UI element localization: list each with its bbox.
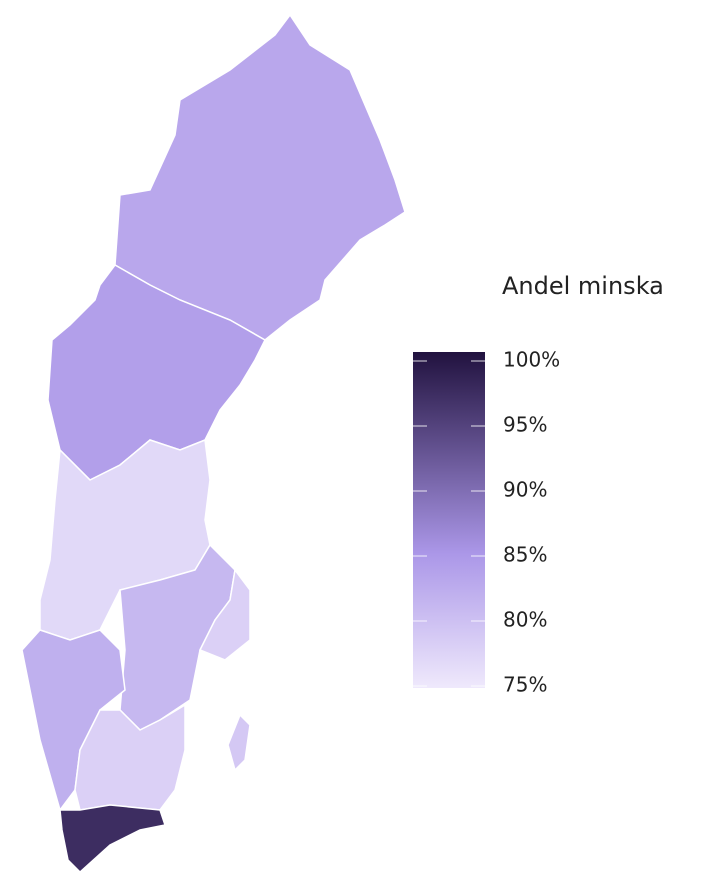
- colorbar-label: 100%: [503, 348, 560, 372]
- region: [59, 804, 166, 874]
- colorbar-label: 90%: [503, 478, 547, 502]
- region: [227, 713, 251, 772]
- colorbar-label: 95%: [503, 413, 547, 437]
- colorbar: [413, 352, 485, 688]
- colorbar-label: 85%: [503, 543, 547, 567]
- region: [74, 703, 186, 811]
- colorbar-label: 80%: [503, 608, 547, 632]
- colorbar-label: 75%: [503, 673, 547, 697]
- region: [198, 568, 251, 661]
- legend-title: Andel minska: [502, 272, 664, 300]
